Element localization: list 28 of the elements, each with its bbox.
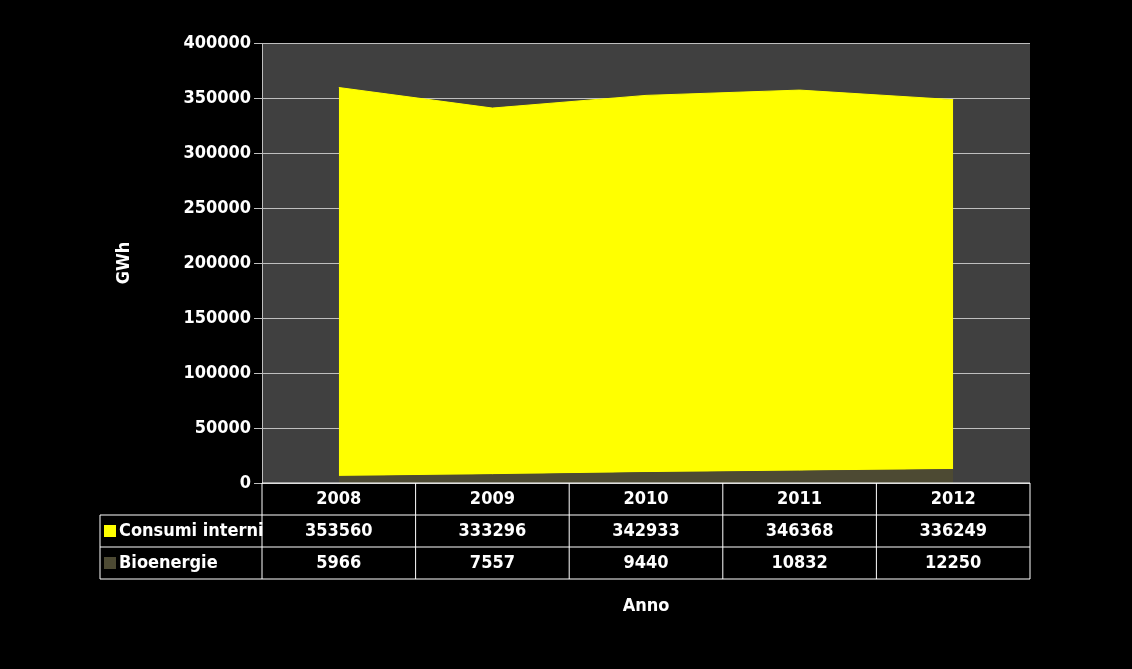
y-tick-label: 50000 xyxy=(194,415,251,437)
data-label: 9440 xyxy=(623,550,669,572)
legend-label: Consumi interni xyxy=(119,518,264,540)
data-label: 10832 xyxy=(771,550,828,572)
y-tick-label: 350000 xyxy=(183,85,251,107)
data-label: 336249 xyxy=(919,518,987,540)
data-label: 7557 xyxy=(469,550,515,572)
data-label: 353560 xyxy=(305,518,373,540)
y-tick-label: 200000 xyxy=(183,250,251,272)
x-tick-label: 2012 xyxy=(930,486,976,508)
data-label: 342933 xyxy=(612,518,680,540)
x-tick-label: 2009 xyxy=(469,486,515,508)
x-tick-label: 2011 xyxy=(777,486,823,508)
data-label: 12250 xyxy=(925,550,982,572)
y-axis-title: GWh xyxy=(112,241,134,285)
x-tick-label: 2008 xyxy=(316,486,362,508)
y-tick-label: 250000 xyxy=(183,195,251,217)
y-tick-label: 0 xyxy=(239,470,251,492)
legend-label: Bioenergie xyxy=(119,550,218,572)
data-label: 346368 xyxy=(765,518,834,540)
x-axis-title: Anno xyxy=(622,593,670,615)
y-tick-label: 150000 xyxy=(183,305,251,327)
y-tick-label: 100000 xyxy=(183,360,251,382)
x-tick-label: 2010 xyxy=(623,486,669,508)
y-tick-label: 300000 xyxy=(183,140,251,162)
data-label: 5966 xyxy=(316,550,362,572)
data-label: 333296 xyxy=(458,518,527,540)
y-tick-label: 400000 xyxy=(183,30,251,52)
